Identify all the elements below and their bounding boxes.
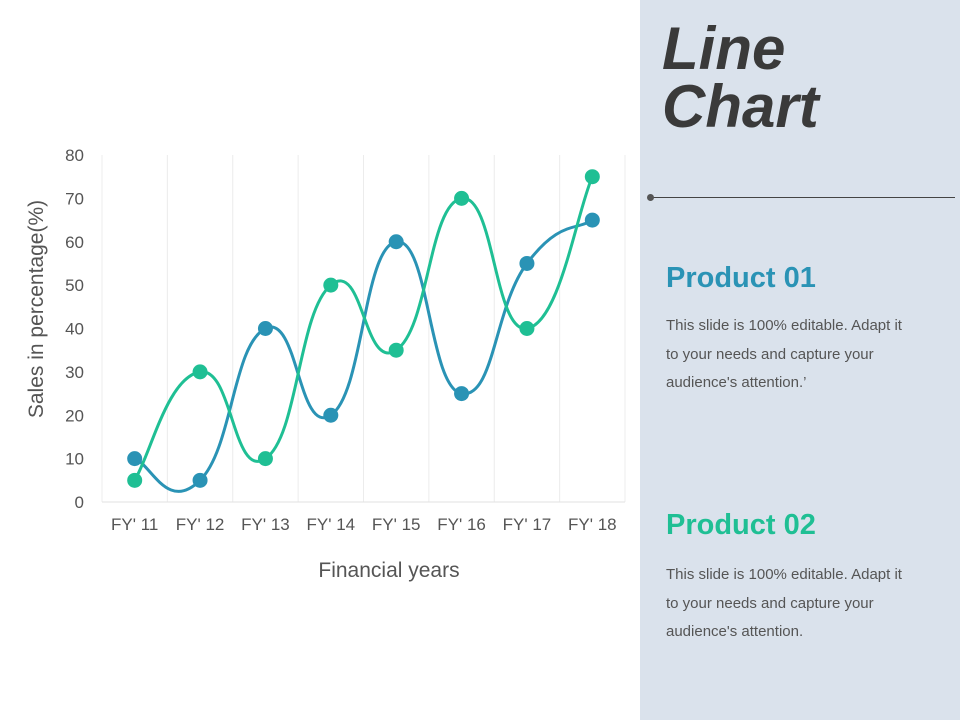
x-axis-ticks: FY' 11 FY' 12 FY' 13 FY' 14 FY' 15 FY' 16 FY' …: [111, 515, 617, 534]
data-point: [257, 451, 273, 467]
y-tick-label: 60: [65, 233, 84, 252]
series-1: [127, 212, 600, 493]
x-axis-title: Financial years: [318, 559, 459, 582]
y-tick-label: 20: [65, 406, 84, 425]
y-axis-title: Sales in percentage(%): [25, 200, 48, 418]
data-point: [388, 234, 404, 250]
side-panel: Line Chart Product 01 This slide is 100%…: [640, 0, 960, 720]
data-point: [584, 212, 600, 228]
x-tick-label: FY' 18: [568, 515, 617, 534]
data-point: [519, 321, 535, 336]
y-tick-label: 70: [65, 189, 84, 208]
series-line: [133, 176, 594, 482]
y-tick-label: 30: [65, 363, 84, 382]
x-tick-label: FY' 17: [503, 515, 552, 534]
data-point: [323, 407, 339, 423]
data-point: [257, 321, 273, 336]
y-tick-label: 0: [75, 493, 84, 512]
slide-title-line1: Line: [662, 15, 786, 82]
y-axis-ticks: 0 10 20 30 40 50 60 70 80: [65, 146, 84, 512]
product-01-heading: Product 01: [666, 262, 816, 294]
data-point: [127, 472, 143, 488]
data-point: [192, 472, 208, 488]
product-02-heading: Product 02: [666, 509, 816, 541]
data-point: [192, 364, 208, 380]
slide-title: Line Chart: [662, 19, 942, 137]
data-point: [584, 169, 600, 185]
y-tick-label: 50: [65, 276, 84, 295]
series-2: [127, 169, 600, 488]
x-tick-label: FY' 11: [111, 515, 158, 534]
data-point: [454, 386, 470, 402]
x-tick-label: FY' 13: [241, 515, 290, 534]
chart-series: [127, 169, 600, 493]
product-01-description: This slide is 100% editable. Adapt it to…: [666, 317, 902, 391]
data-point: [127, 451, 143, 467]
y-tick-label: 10: [65, 450, 84, 469]
data-point: [388, 342, 404, 358]
x-tick-label: FY' 16: [437, 515, 486, 534]
x-tick-label: FY' 12: [176, 515, 225, 534]
title-divider: [647, 194, 955, 201]
y-tick-label: 40: [65, 320, 84, 339]
line-chart: 0 10 20 30 40 50 60 70 80 FY' 11 FY' 12 FY' 13 FY' …: [25, 146, 626, 582]
data-point: [519, 255, 535, 271]
x-tick-label: FY' 15: [372, 515, 421, 534]
y-tick-label: 80: [65, 146, 84, 165]
x-tick-label: FY' 14: [307, 515, 356, 534]
product-02-description: This slide is 100% editable. Adapt it to…: [666, 566, 902, 640]
data-point: [323, 277, 339, 293]
divider-dot: [647, 194, 654, 201]
series-line: [134, 218, 594, 493]
slide-title-line2: Chart: [662, 73, 819, 140]
data-point: [454, 190, 470, 206]
